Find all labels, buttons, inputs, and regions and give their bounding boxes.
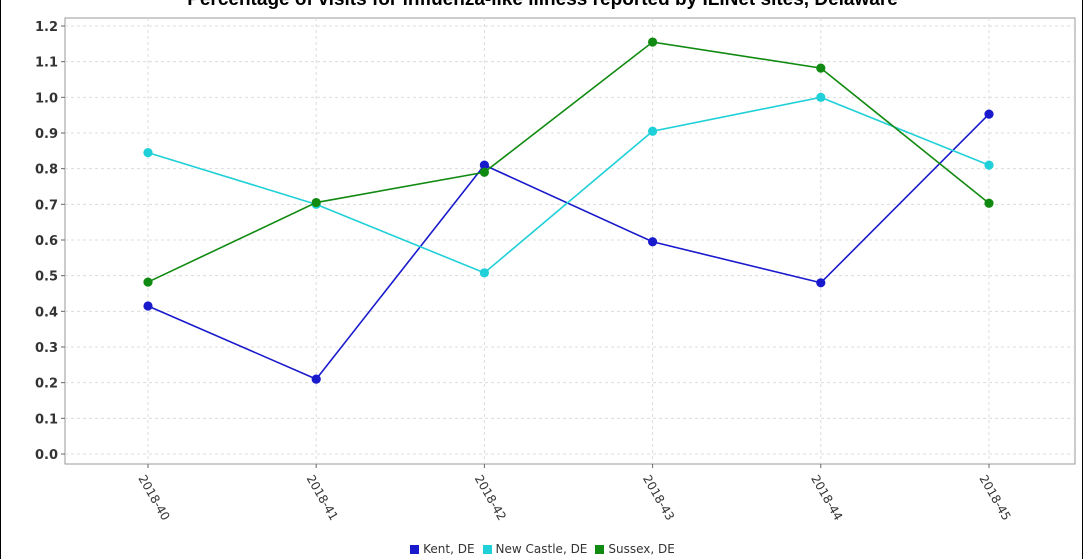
data-point [984,198,994,208]
x-tick-label: 2018-41 [304,473,341,523]
y-tick-label: 0.5 [35,270,58,285]
x-tick-label: 2018-44 [808,473,845,523]
legend-label: Kent, DE [423,542,475,556]
y-tick-label: 1.2 [35,20,58,35]
series-line-2 [147,41,990,283]
data-point [648,237,658,247]
legend-label: Sussex, DE [608,542,675,556]
x-tick-label: 2018-45 [976,473,1013,523]
legend-swatch [410,544,420,554]
x-tick-label: 2018-43 [640,473,677,523]
y-tick-label: 1.0 [35,91,58,106]
data-point [816,278,826,288]
y-tick-label: 1.1 [35,56,58,71]
data-point [648,126,658,136]
data-point [816,63,826,73]
plot-area [64,17,1076,465]
y-tick-label: 0.7 [35,198,58,213]
legend-item: Kent, DE [410,542,475,556]
x-tick-label: 2018-42 [472,473,509,523]
y-tick-label: 0.2 [35,377,58,392]
data-point [816,92,826,102]
chart-title: Percentage of visits for influenza-like … [1,0,1083,12]
data-point [648,37,658,47]
data-point [479,160,489,170]
chart-legend: Kent, DE New Castle, DE Sussex, DE [1,540,1083,558]
legend-item: New Castle, DE [482,542,588,556]
legend-swatch [595,544,605,554]
y-tick-label: 0.9 [35,127,58,142]
data-point [311,197,321,208]
x-tick-label: 2018-40 [135,473,172,523]
series-line-0 [147,113,990,381]
data-point [479,268,489,278]
data-point [143,301,153,311]
y-tick-label: 0.0 [35,448,58,463]
data-point [143,277,153,287]
legend-swatch [482,544,492,554]
data-point [984,160,994,170]
y-tick-label: 0.6 [35,234,58,249]
y-tick-label: 0.3 [35,341,58,356]
data-point [311,374,321,384]
series-line-1 [147,96,990,274]
legend-label: New Castle, DE [495,542,588,556]
y-tick-label: 0.1 [35,412,58,427]
data-point [143,148,153,158]
legend-item: Sussex, DE [595,542,675,556]
y-tick-label: 0.8 [35,163,58,178]
y-tick-label: 0.4 [35,305,58,320]
data-point [479,167,489,177]
data-point [984,109,994,119]
